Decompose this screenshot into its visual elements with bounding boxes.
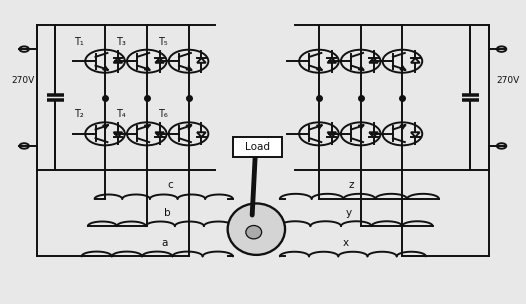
Text: Load: Load	[245, 142, 270, 152]
Text: x: x	[342, 238, 349, 248]
Text: b: b	[164, 208, 171, 218]
Text: T₁: T₁	[74, 36, 84, 47]
Text: y: y	[346, 208, 352, 218]
Text: a: a	[161, 238, 168, 248]
Text: T₂: T₂	[74, 109, 84, 119]
Text: z: z	[349, 181, 354, 190]
Ellipse shape	[228, 203, 285, 255]
Text: T₄: T₄	[116, 109, 126, 119]
Text: 270V: 270V	[12, 76, 35, 85]
Text: T₆: T₆	[158, 109, 167, 119]
Text: c: c	[168, 181, 174, 190]
Ellipse shape	[246, 226, 261, 239]
Text: 270V: 270V	[497, 76, 520, 85]
Bar	[233, 137, 282, 157]
Text: T₅: T₅	[158, 36, 167, 47]
Text: T₃: T₃	[116, 36, 126, 47]
